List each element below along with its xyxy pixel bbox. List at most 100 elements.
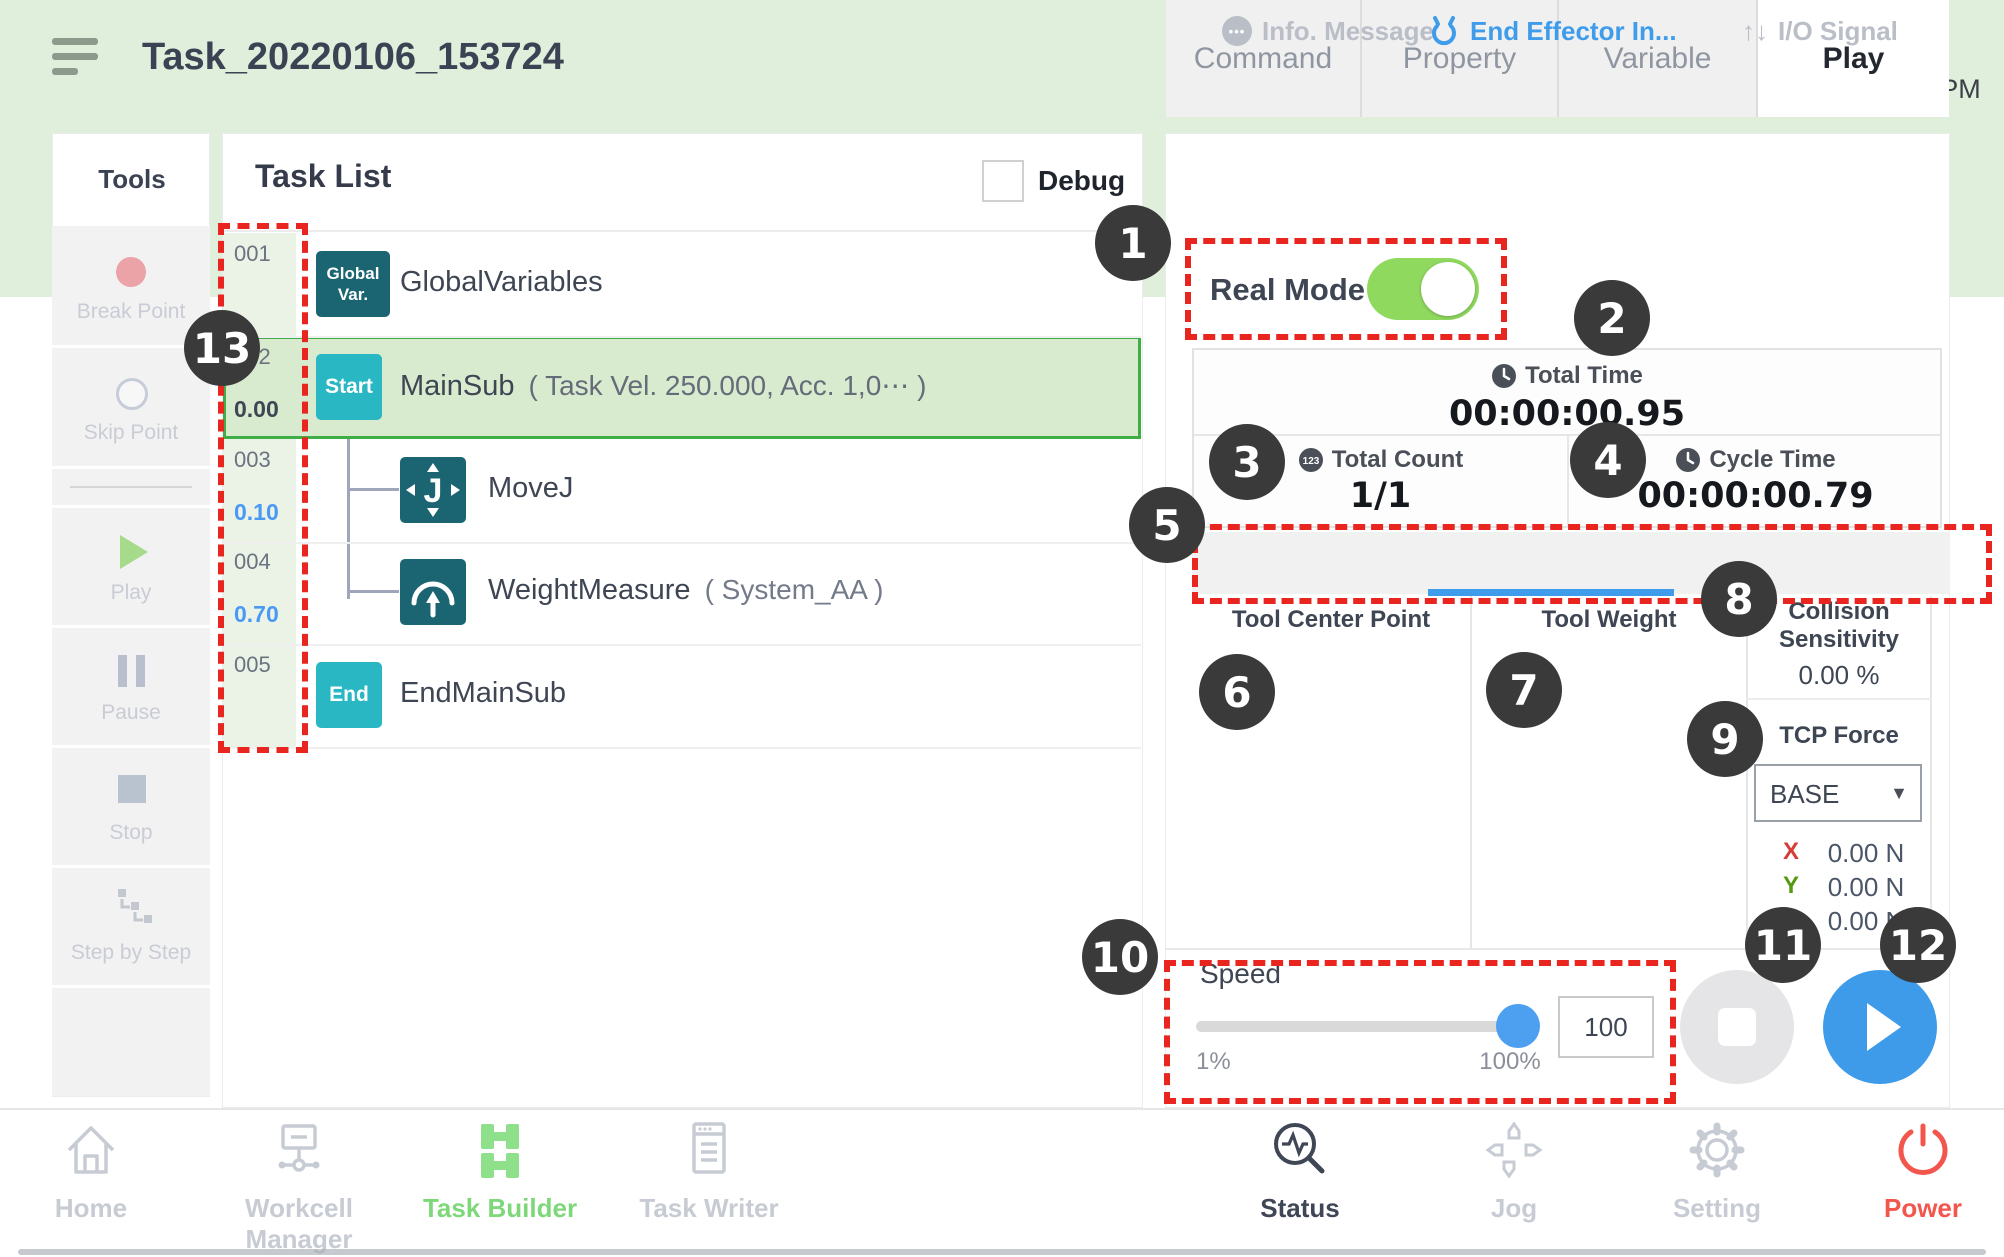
cycle-time-value: 00:00:00.79 [1637, 476, 1874, 516]
tab-variable[interactable]: Variable [1559, 0, 1758, 117]
nav-workcell-manager[interactable]: Workcell Manager [199, 1118, 399, 1255]
end-effector-icon [1432, 16, 1456, 46]
debug-checkbox[interactable] [982, 160, 1024, 202]
annotation-badge-10: 10 [1082, 919, 1158, 995]
annotation-box-real-mode [1185, 238, 1507, 340]
annotation-box-speed [1164, 960, 1676, 1104]
tool-skip-point[interactable]: Skip Point [52, 347, 210, 466]
real-mode-toggle[interactable] [1367, 258, 1479, 320]
break-point-icon [116, 257, 146, 287]
task-row-weightmeasure[interactable]: 004 0.70 WeightMeasure( System_AA ) [222, 541, 1141, 646]
tab-command[interactable]: Command [1166, 0, 1362, 117]
active-subtab-underline [1428, 589, 1674, 596]
total-time-value: 00:00:00.95 [1448, 394, 1686, 434]
column-divider-3 [1930, 596, 1932, 948]
tool-stop[interactable]: Stop [52, 747, 210, 865]
skip-point-icon [116, 378, 148, 410]
task-row-endmainsub[interactable]: 005 End EndMainSub [222, 644, 1141, 749]
tools-title: Tools [98, 164, 166, 194]
cycle-clock-icon [1676, 448, 1701, 472]
chevron-down-icon: ▼ [1890, 783, 1908, 803]
stop-square-icon [1718, 1008, 1756, 1046]
force-row-y: Y 0.00 N [1782, 872, 1905, 902]
tool-pause[interactable]: Pause [52, 627, 210, 745]
pause-icon [118, 655, 127, 687]
tcp-force-label: TCP Force [1779, 722, 1899, 749]
annotation-box-message-tabs [1192, 524, 1992, 604]
start-badge: Start [316, 354, 382, 420]
count-icon: 123 [1298, 448, 1323, 472]
stop-icon [118, 775, 146, 803]
annotation-box-line-numbers [218, 223, 308, 753]
tool-break-point[interactable]: Break Point [52, 226, 210, 345]
nav-task-builder[interactable]: Task Builder [400, 1118, 600, 1224]
tools-body [52, 226, 210, 1096]
nav-setting[interactable]: Setting [1617, 1118, 1817, 1224]
task-row-mainsub[interactable]: 002 0.00 Start MainSub( Task Vel. 250.00… [222, 336, 1141, 439]
column-divider-2 [1746, 596, 1748, 948]
info-message-icon: ••• [1222, 16, 1252, 46]
workcell-manager-icon [278, 1124, 320, 1172]
nav-home[interactable]: Home [0, 1118, 191, 1224]
svg-text:123: 123 [1302, 456, 1319, 467]
global-var-badge: Global Var. [316, 251, 390, 317]
debug-label: Debug [1038, 165, 1126, 196]
play-icon [120, 535, 148, 569]
speed-value-input[interactable]: 100 [1558, 996, 1654, 1058]
tool-center-point-title: Tool Center Point [1231, 606, 1431, 633]
jog-icon [1485, 1121, 1543, 1179]
subtab-end-effector[interactable]: End Effector In... [1428, 0, 1677, 62]
step-by-step-icon [118, 889, 152, 923]
force-row-x: X 0.00 N [1782, 838, 1905, 868]
tool-step-by-step[interactable]: Step by Step [52, 867, 210, 985]
tree-stub-1 [347, 488, 399, 491]
page-title: Task_20220106_153724 [142, 36, 564, 78]
tool-play[interactable]: Play [52, 507, 210, 625]
cycle-time-label: Cycle Time [1569, 446, 1942, 474]
task-writer-icon [692, 1122, 726, 1174]
bottom-scrollbar[interactable] [18, 1249, 1986, 1255]
task-row-movej[interactable]: 003 0.10 J MoveJ [222, 439, 1141, 544]
menu-icon[interactable] [52, 38, 100, 80]
speed-zone-divider [1166, 948, 1948, 950]
annotation-badge-8: 8 [1701, 561, 1777, 637]
task-list-title: Task List [255, 158, 392, 194]
nav-power[interactable]: Power [1823, 1118, 2004, 1224]
annotation-badge-7: 7 [1486, 652, 1562, 728]
total-count-value: 1/1 [1349, 476, 1412, 516]
play-run-button[interactable] [1823, 970, 1937, 1084]
subtab-io-signal[interactable]: ↑↓ I/O Signal [1742, 15, 1898, 46]
annotation-badge-9: 9 [1687, 701, 1763, 777]
subtab-info-message[interactable]: ••• Info. Message [1222, 0, 1434, 62]
task-builder-icon [481, 1124, 519, 1178]
tree-connector-line [347, 439, 350, 599]
tab-play[interactable]: Play [1758, 0, 1949, 117]
tab-property[interactable]: Property [1362, 0, 1559, 117]
column-divider-1 [1470, 596, 1472, 948]
gear-icon [1689, 1122, 1745, 1178]
speed-slider-track[interactable] [1196, 1021, 1536, 1032]
real-mode-label: Real Mode [1210, 272, 1366, 307]
io-arrows-icon: ↑↓ [1742, 15, 1768, 46]
tcp-force-frame-dropdown[interactable]: BASE ▼ [1754, 764, 1922, 822]
toggle-knob [1421, 262, 1475, 316]
end-badge: End [316, 662, 382, 728]
power-icon [1898, 1123, 1948, 1175]
speed-slider-thumb[interactable] [1496, 1004, 1540, 1048]
annotation-badge-11: 11 [1745, 907, 1821, 983]
svg-text:J: J [424, 472, 443, 510]
annotation-badge-1: 1 [1095, 205, 1171, 281]
weight-measure-icon [400, 559, 466, 630]
tools-divider [70, 486, 192, 488]
task-row-globalvariables[interactable]: 001 Global Var. GlobalVariables [222, 233, 1141, 338]
nav-jog[interactable]: Jog [1414, 1118, 1614, 1224]
message-tab-bar [1192, 532, 1950, 594]
nav-task-writer[interactable]: Task Writer [609, 1118, 809, 1224]
collision-sensitivity-value: 0.00 % [1798, 660, 1880, 690]
play-triangle-icon [1867, 1003, 1901, 1051]
annotation-badge-4: 4 [1570, 422, 1646, 498]
nav-status[interactable]: Status [1200, 1118, 1400, 1224]
status-icon [1274, 1123, 1325, 1174]
annotation-badge-5: 5 [1129, 487, 1205, 563]
stop-run-button[interactable] [1680, 970, 1794, 1084]
